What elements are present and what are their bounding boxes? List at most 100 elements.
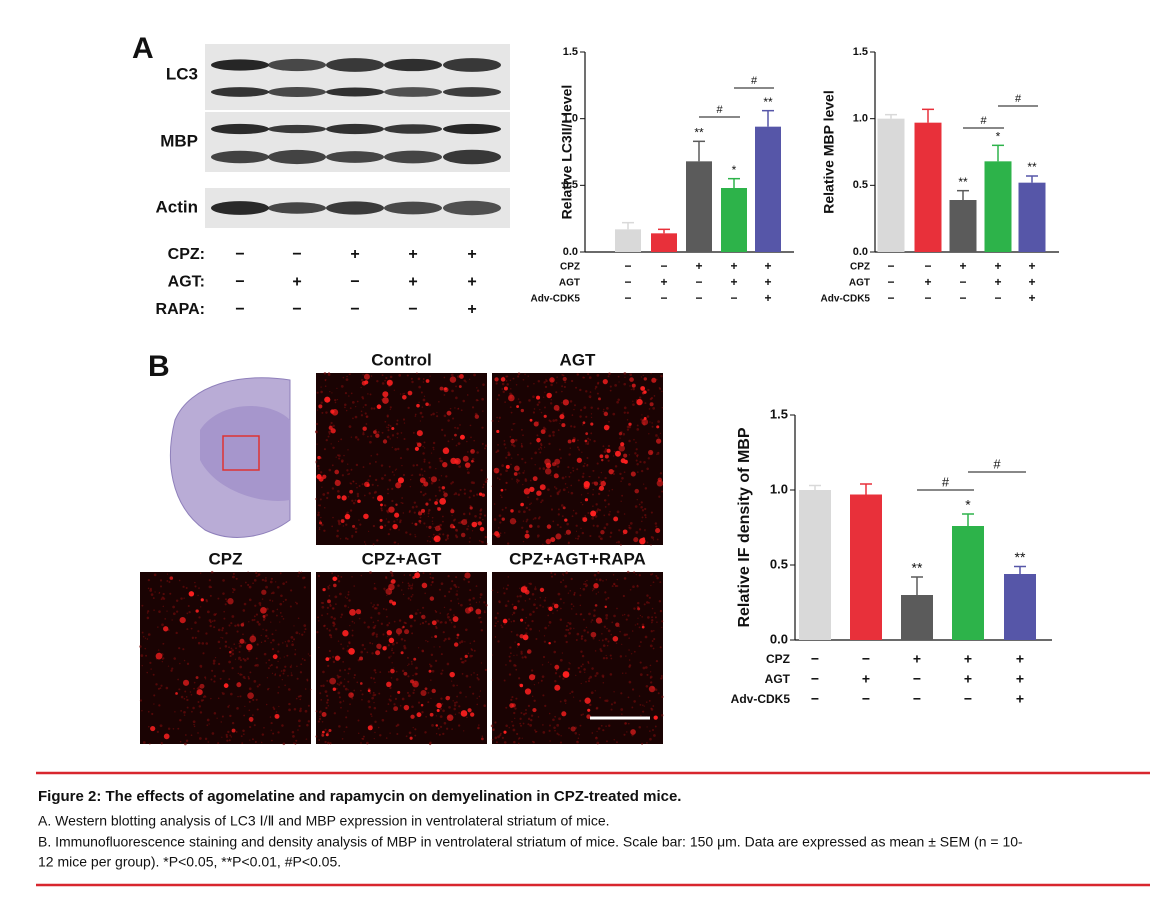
fiber-speck xyxy=(385,518,387,520)
fiber-speck xyxy=(457,407,460,410)
fiber-speck xyxy=(428,536,430,538)
fiber-speck xyxy=(263,652,267,656)
fiber-speck xyxy=(440,620,443,624)
fiber-speck xyxy=(524,461,527,464)
fiber-speck xyxy=(466,394,469,396)
fiber-speck xyxy=(625,633,629,636)
fiber-speck xyxy=(607,503,610,506)
fiber-speck xyxy=(283,656,285,658)
condition-mark: − xyxy=(811,671,819,687)
fiber-speck xyxy=(318,739,321,741)
fiber-speck xyxy=(431,516,434,519)
fiber-speck xyxy=(650,707,653,710)
fiber-speck xyxy=(258,601,262,605)
fiber-speck xyxy=(385,576,388,580)
fiber-speck xyxy=(326,491,330,495)
fiber-speck xyxy=(638,645,641,648)
mbp-signal xyxy=(425,502,429,506)
fiber-speck xyxy=(584,515,587,517)
fiber-speck xyxy=(612,412,616,416)
mbp-signal xyxy=(553,603,559,609)
fiber-speck xyxy=(605,579,608,581)
fiber-speck xyxy=(543,396,545,398)
fiber-speck xyxy=(597,571,600,574)
fiber-speck xyxy=(657,436,659,438)
fiber-speck xyxy=(188,610,191,614)
fiber-speck xyxy=(478,601,481,603)
fiber-speck xyxy=(423,395,426,397)
fiber-speck xyxy=(389,406,392,409)
fiber-speck xyxy=(264,640,267,643)
fiber-speck xyxy=(563,385,566,389)
fiber-speck xyxy=(651,640,654,642)
fiber-speck xyxy=(419,623,422,625)
fiber-speck xyxy=(438,489,441,492)
fiber-speck xyxy=(347,710,349,712)
fiber-speck xyxy=(435,626,438,630)
fiber-speck xyxy=(336,387,338,389)
fiber-speck xyxy=(222,592,225,595)
fiber-speck xyxy=(248,621,250,623)
fiber-speck xyxy=(436,619,438,622)
fiber-speck xyxy=(266,677,269,679)
fiber-speck xyxy=(570,425,573,428)
fiber-speck xyxy=(486,543,488,545)
treatment-mark: + xyxy=(467,301,476,318)
fiber-speck xyxy=(230,736,233,738)
fiber-speck xyxy=(219,647,222,650)
condition-mark: + xyxy=(862,671,870,687)
fiber-speck xyxy=(374,671,377,674)
fiber-speck xyxy=(350,392,353,395)
fiber-speck xyxy=(402,593,405,596)
fiber-speck xyxy=(421,415,424,418)
fiber-speck xyxy=(613,691,615,693)
fiber-speck xyxy=(589,534,592,538)
fiber-speck xyxy=(405,531,408,534)
fiber-speck xyxy=(623,471,626,473)
caption-line: 12 mice per group). *P<0.05, **P<0.01, #… xyxy=(38,854,341,870)
fiber-speck xyxy=(279,602,283,606)
fiber-speck xyxy=(204,676,207,679)
fiber-speck xyxy=(391,471,394,474)
fiber-speck xyxy=(348,599,351,602)
fiber-speck xyxy=(591,517,595,520)
fiber-speck xyxy=(514,423,516,425)
fiber-speck xyxy=(332,446,335,450)
fiber-speck xyxy=(499,473,503,476)
mbp-signal xyxy=(419,477,426,484)
fiber-speck xyxy=(569,590,572,592)
fiber-speck xyxy=(537,716,540,718)
fiber-speck xyxy=(394,469,397,471)
fiber-speck xyxy=(316,443,318,445)
blot-band xyxy=(443,149,501,165)
fiber-speck xyxy=(617,398,620,402)
fiber-speck xyxy=(633,700,636,703)
mbp-signal xyxy=(494,377,499,382)
comparison-label: # xyxy=(942,474,950,489)
fiber-speck xyxy=(339,592,342,596)
fiber-speck xyxy=(297,729,299,731)
fiber-speck xyxy=(564,381,567,384)
fiber-speck xyxy=(323,624,326,627)
fiber-speck xyxy=(430,481,434,485)
fiber-speck xyxy=(523,510,526,514)
fiber-speck xyxy=(260,634,262,637)
fiber-speck xyxy=(497,640,500,643)
fiber-speck xyxy=(501,736,504,739)
fiber-speck xyxy=(471,530,474,532)
mbp-signal xyxy=(249,635,257,643)
fiber-speck xyxy=(623,406,627,410)
fiber-speck xyxy=(634,624,636,626)
fiber-speck xyxy=(387,532,390,536)
mbp-signal xyxy=(502,618,508,624)
fiber-speck xyxy=(634,505,638,508)
fiber-speck xyxy=(606,407,609,410)
fiber-speck xyxy=(255,657,258,660)
fiber-speck xyxy=(564,533,567,536)
fiber-speck xyxy=(207,741,209,743)
fiber-speck xyxy=(530,502,532,504)
fiber-speck xyxy=(550,383,553,387)
fiber-speck xyxy=(424,592,426,595)
fiber-speck xyxy=(509,379,512,382)
